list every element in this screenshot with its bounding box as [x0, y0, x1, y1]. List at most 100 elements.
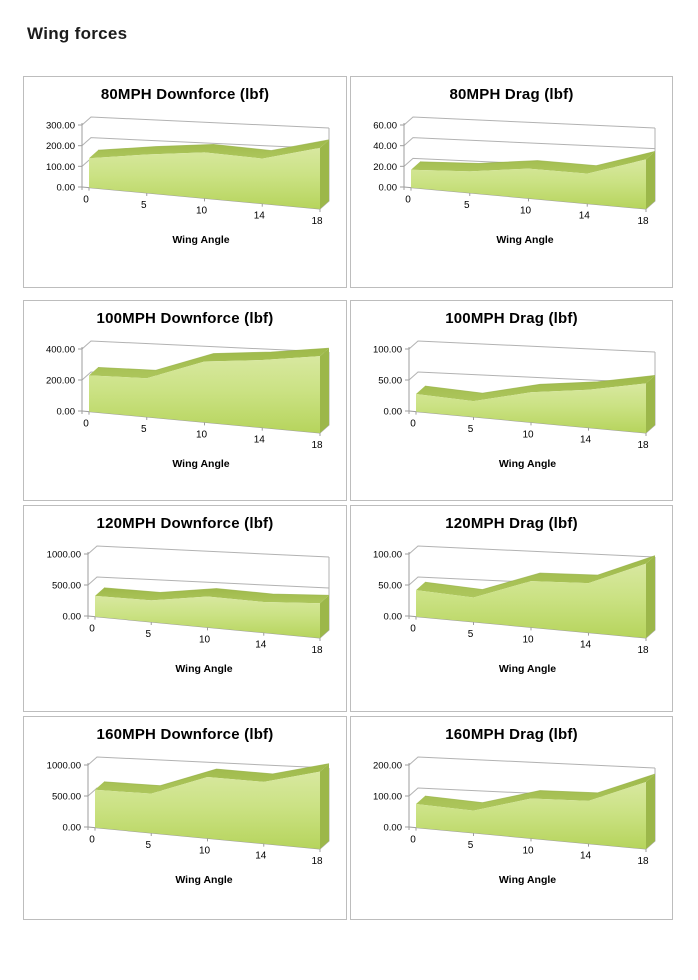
chart-panel-100mph-drag-lbf[interactable]: 100MPH Drag (lbf) 0.00 50.00 100.00 0 5 10 14 18…	[350, 300, 673, 501]
y-tick-label: 0.00	[57, 183, 76, 194]
x-tick-label: 14	[580, 851, 592, 862]
x-tick-label: 14	[255, 640, 267, 651]
y-tick-label: 500.00	[52, 792, 81, 803]
x-tick-label: 0	[89, 624, 95, 635]
x-tick-label: 10	[199, 845, 211, 856]
y-tick-label: 500.00	[52, 581, 81, 592]
y-tick-label: 200.00	[373, 761, 402, 772]
chart-plot-160mph-drag-lbf: 0.00 100.00 200.00 0 5 10 14 18 Wing Angle	[373, 756, 656, 886]
area-side-face	[646, 375, 655, 433]
gridline	[87, 576, 330, 589]
area-side-face	[320, 348, 329, 433]
area-front-face	[95, 595, 320, 638]
y-tick-label: 400.00	[46, 345, 75, 356]
x-tick-label: 10	[196, 429, 208, 440]
chart-title: 100MPH Downforce (lbf)	[96, 310, 274, 327]
chart-panel-120mph-downforce-lbf[interactable]: 120MPH Downforce (lbf) 0.00 500.00 1000.00 0…	[23, 505, 347, 712]
area-side-face	[320, 763, 329, 849]
area-top-surface	[416, 774, 655, 811]
y-tick-label: 50.00	[378, 376, 402, 387]
gridline	[81, 340, 330, 353]
chart-plot-120mph-downforce-lbf: 0.00 500.00 1000.00 0 5 10 14 18 Wing Angle	[47, 545, 330, 675]
x-axis-line	[403, 186, 647, 210]
x-axis-title: Wing Angle	[499, 663, 556, 675]
x-tick-label: 5	[145, 629, 151, 640]
x-tick-label: 10	[522, 845, 534, 856]
x-tick-label: 14	[580, 640, 592, 651]
gridline	[87, 545, 330, 558]
y-tick-label: 0.00	[57, 407, 76, 418]
x-tick-label: 10	[199, 634, 211, 645]
x-axis-title: Wing Angle	[172, 458, 229, 470]
x-axis-title: Wing Angle	[175, 663, 232, 675]
y-tick-label: 100.00	[373, 550, 402, 561]
gridline	[403, 137, 656, 150]
y-tick-label: 0.00	[384, 612, 403, 623]
x-tick-label: 0	[89, 835, 95, 846]
x-tick-label: 18	[311, 216, 323, 227]
x-axis-title: Wing Angle	[499, 874, 556, 886]
area-top-edge	[424, 555, 656, 590]
chart-panel-100mph-downforce-lbf[interactable]: 100MPH Downforce (lbf) 0.00 200.00 400.00 0 5…	[23, 300, 347, 501]
x-tick-label: 10	[522, 429, 534, 440]
chart-panel-160mph-downforce-lbf[interactable]: 160MPH Downforce (lbf) 0.00 500.00 1000.00 0…	[23, 716, 347, 920]
x-axis-title: Wing Angle	[175, 874, 232, 886]
x-axis-line	[408, 615, 647, 639]
gridline	[81, 116, 330, 129]
x-tick-label: 0	[83, 195, 89, 206]
chart-title: 160MPH Drag (lbf)	[445, 726, 578, 743]
area-top-surface	[416, 375, 655, 402]
gridline	[87, 756, 330, 769]
area-top-surface	[411, 151, 655, 174]
area-top-edge	[424, 773, 656, 804]
chart-panel-80mph-drag-lbf[interactable]: 80MPH Drag (lbf) 0.00 20.00 40.00 60.00 0 5 10 1…	[350, 76, 673, 288]
x-tick-label: 0	[410, 835, 416, 846]
y-tick-label: 1000.00	[47, 761, 81, 772]
y-tick-label: 0.00	[379, 183, 398, 194]
x-tick-label: 14	[580, 435, 592, 446]
area-top-edge	[103, 587, 330, 596]
area-side-face	[646, 555, 655, 638]
gridline	[403, 116, 656, 129]
y-tick-label: 200.00	[46, 141, 75, 152]
area-top-surface	[416, 555, 655, 598]
chart-title: 80MPH Drag (lbf)	[449, 86, 574, 103]
y-tick-label: 300.00	[46, 121, 75, 132]
x-tick-label: 5	[145, 840, 151, 851]
x-tick-label: 14	[254, 211, 266, 222]
chart-panel-80mph-downforce-lbf[interactable]: 80MPH Downforce (lbf) 0.00 100.00 200.00 300…	[23, 76, 347, 288]
x-tick-label: 14	[579, 211, 591, 222]
area-front-face	[416, 782, 646, 849]
y-tick-label: 100.00	[46, 162, 75, 173]
area-front-face	[89, 147, 320, 209]
chart-panel-160mph-drag-lbf[interactable]: 160MPH Drag (lbf) 0.00 100.00 200.00 0 5 10 14 1…	[350, 716, 673, 920]
x-tick-label: 0	[83, 419, 89, 430]
area-front-face	[89, 356, 320, 433]
x-tick-label: 18	[311, 856, 323, 867]
area-top-edge	[419, 151, 656, 167]
y-tick-label: 1000.00	[47, 550, 81, 561]
x-tick-label: 10	[196, 205, 208, 216]
x-tick-label: 18	[637, 216, 649, 227]
y-tick-label: 40.00	[373, 141, 397, 152]
area-side-face	[646, 151, 655, 209]
x-tick-label: 5	[468, 629, 474, 640]
area-top-surface	[89, 139, 329, 159]
y-tick-label: 0.00	[63, 612, 82, 623]
area-top-edge	[103, 763, 330, 787]
area-top-edge	[97, 139, 330, 151]
x-tick-label: 14	[254, 435, 266, 446]
x-tick-label: 14	[255, 851, 267, 862]
area-front-face	[95, 771, 320, 849]
x-axis-line	[81, 186, 321, 210]
x-tick-label: 18	[637, 645, 649, 656]
x-tick-label: 18	[311, 440, 323, 451]
chart-plot-80mph-drag-lbf: 0.00 20.00 40.00 60.00 0 5 10 14 18 Wing Angle	[373, 116, 656, 246]
area-front-face	[411, 159, 646, 209]
chart-title: 80MPH Downforce (lbf)	[100, 86, 270, 103]
x-tick-label: 5	[141, 200, 147, 211]
chart-panel-120mph-drag-lbf[interactable]: 120MPH Drag (lbf) 0.00 50.00 100.00 0 5 10 14 18…	[350, 505, 673, 712]
chart-plot-100mph-drag-lbf: 0.00 50.00 100.00 0 5 10 14 18 Wing Angle	[373, 340, 656, 470]
x-tick-label: 0	[410, 419, 416, 430]
x-tick-label: 18	[637, 440, 649, 451]
